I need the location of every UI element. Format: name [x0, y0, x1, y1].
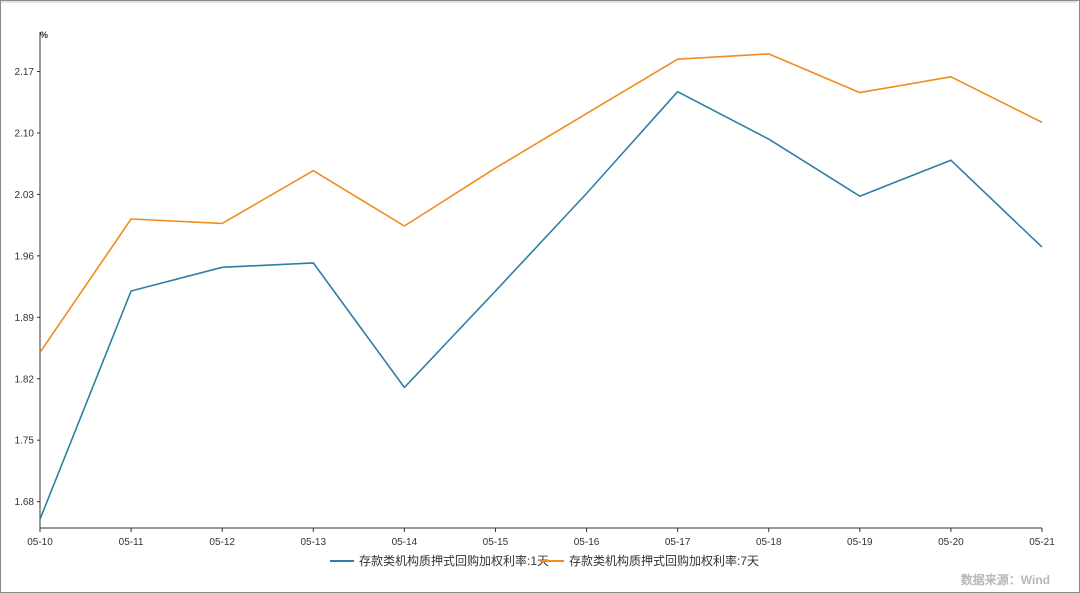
y-tick-label: 2.17	[15, 67, 35, 78]
x-tick-label: 05-21	[1029, 537, 1055, 548]
x-tick-label: 05-12	[209, 537, 235, 548]
y-tick-label: 1.82	[15, 374, 35, 385]
y-tick-label: 1.96	[15, 251, 35, 262]
x-tick-label: 05-19	[847, 537, 873, 548]
x-tick-label: 05-20	[938, 537, 964, 548]
x-tick-label: 05-18	[756, 537, 782, 548]
series-line-2	[39, 53, 1043, 353]
axes: 1.68 1.75 1.82 1.89 1.96 2.03 2.10 2.17 05-10 05-…	[15, 32, 1055, 548]
top-strip	[1, 1, 1077, 3]
y-tick-label: 2.10	[15, 128, 35, 139]
series-line-1	[39, 90, 1043, 520]
x-tick-label: 05-13	[300, 537, 326, 548]
y-tick-label: 2.03	[15, 190, 35, 201]
x-tick-label: 05-10	[27, 537, 53, 548]
y-tick-label: 1.75	[15, 436, 35, 447]
x-tick-label: 05-17	[665, 537, 691, 548]
legend: 存款类机构质押式回购加权利率:1天 存款类机构质押式回购加权利率:7天	[330, 553, 759, 568]
y-tick-label: 1.89	[15, 313, 35, 324]
x-tick-label: 05-14	[392, 537, 418, 548]
data-source: 数据来源：Wind	[961, 572, 1050, 587]
legend-label-2: 存款类机构质押式回购加权利率:7天	[569, 553, 759, 568]
x-tick-label: 05-11	[119, 537, 144, 548]
y-tick-label: 1.68	[15, 497, 35, 508]
y-unit-label: %	[40, 30, 48, 40]
x-tick-label: 05-15	[483, 537, 509, 548]
x-tick-label: 05-16	[574, 537, 600, 548]
legend-label-1: 存款类机构质押式回购加权利率:1天	[359, 553, 549, 568]
series-layer	[39, 53, 1043, 520]
